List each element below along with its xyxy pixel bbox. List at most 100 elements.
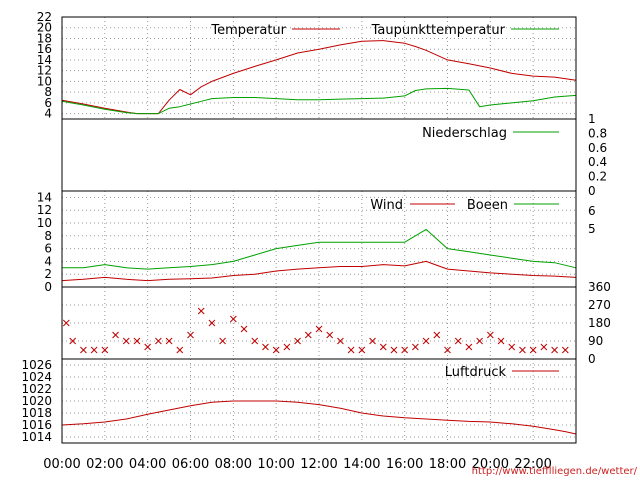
precipitation-tick-1: 1: [588, 112, 596, 126]
direction-point-stroke: [390, 346, 398, 354]
direction-point: [176, 346, 184, 354]
direction-point-stroke: [197, 307, 205, 315]
legend-temperatur-label: Temperatur: [210, 23, 286, 38]
direction-point: [219, 337, 226, 345]
direction-point: [165, 337, 173, 345]
x-tick-06-00: 06:00: [172, 457, 209, 472]
direction-point: [101, 346, 109, 354]
direction-tick-0: 0: [588, 352, 596, 366]
direction-point-stroke: [122, 337, 130, 345]
direction-point: [144, 343, 152, 351]
direction-point: [486, 331, 494, 339]
direction-point-stroke: [294, 337, 301, 345]
direction-point: [422, 337, 430, 345]
direction-point-stroke: [112, 331, 119, 339]
direction-point-stroke: [358, 346, 366, 354]
direction-point-stroke: [229, 315, 237, 323]
direction-point-stroke: [272, 346, 280, 354]
direction-point: [272, 346, 280, 354]
direction-point-stroke: [326, 331, 334, 339]
temperature-tick-16: 16: [37, 42, 52, 56]
legend-luftdruck-label: Luftdruck: [445, 365, 507, 380]
direction-point: [369, 337, 376, 345]
direction-point: [90, 346, 98, 354]
direction-point-stroke: [508, 343, 516, 351]
wind-direction-right-ticks: 360 270 180 90 0: [588, 280, 611, 366]
direction-point: [294, 337, 301, 345]
direction-point-stroke: [240, 325, 248, 333]
direction-point-stroke: [176, 346, 184, 354]
pressure-tick-1020: 1020: [21, 394, 52, 408]
time-x-ticks: 00:00 02:00 04:00 06:00 08:00 10:00 12:00 14:00…: [43, 457, 552, 472]
temperature-tick-18: 18: [37, 31, 52, 45]
x-tick-04-00: 04:00: [129, 457, 166, 472]
precipitation-tick-0-4: 0.4: [588, 155, 607, 169]
x-tick-02-00: 02:00: [86, 457, 123, 472]
direction-point: [347, 346, 355, 354]
x-tick-10-00: 10:00: [257, 457, 294, 472]
direction-point: [326, 331, 334, 339]
direction-point-stroke: [347, 346, 355, 354]
direction-point: [62, 319, 70, 327]
direction-point: [529, 346, 537, 354]
direction-point: [379, 343, 387, 351]
direction-point: [283, 343, 291, 351]
direction-point: [551, 346, 558, 354]
direction-point-stroke: [69, 337, 77, 345]
direction-point-stroke: [401, 346, 409, 354]
direction-point: [358, 346, 366, 354]
precipitation-tick-0: 0: [588, 184, 596, 198]
wind-tick-4: 4: [44, 254, 52, 268]
direction-point: [561, 346, 569, 354]
direction-point-stroke: [315, 325, 323, 333]
direction-point: [133, 337, 141, 345]
direction-point-stroke: [529, 346, 537, 354]
precipitation-tick-0-6: 0.6: [588, 141, 607, 155]
pressure-line-Luftdruck: [61, 400, 577, 435]
wind-tick-12: 12: [37, 203, 52, 217]
temperature-tick-8: 8: [44, 85, 52, 99]
direction-point: [401, 346, 409, 354]
precipitation-right-ticks: 10.80.60.40.20: [588, 112, 607, 198]
direction-point: [465, 343, 473, 351]
direction-point: [251, 337, 259, 345]
direction-point-stroke: [90, 346, 98, 354]
pressure-panel-frame: [61, 358, 577, 444]
direction-point-stroke: [62, 319, 70, 327]
pressure-series: [61, 400, 577, 435]
direction-point-stroke: [144, 343, 152, 351]
direction-point: [540, 343, 548, 351]
direction-point-stroke: [486, 331, 494, 339]
x-tick-16-00: 16:00: [386, 457, 423, 472]
wind-tick-10: 10: [37, 216, 52, 230]
temperature-tick-20: 20: [37, 21, 52, 35]
pressure-tick-1016: 1016: [21, 418, 52, 432]
wind-grid: [62, 191, 576, 288]
wind-tick-0: 0: [44, 280, 52, 294]
direction-point-stroke: [251, 337, 259, 345]
wind-tick-14: 14: [37, 190, 52, 204]
direction-point: [112, 331, 119, 339]
credit-link[interactable]: http://www.tiefflliegen.de/wetter/: [472, 466, 638, 477]
wind-tick-2: 2: [44, 267, 52, 281]
direction-point-stroke: [155, 337, 162, 345]
pressure-tick-1026: 1026: [21, 358, 52, 372]
legend-niederschlag-label: Niederschlag: [422, 126, 507, 141]
direction-point-stroke: [444, 346, 451, 354]
direction-point: [155, 337, 162, 345]
direction-point: [187, 331, 194, 339]
direction-point-stroke: [412, 343, 419, 351]
direction-point: [69, 337, 77, 345]
wind-tick-6: 6: [44, 242, 52, 256]
direction-point-stroke: [422, 337, 430, 345]
direction-point: [497, 337, 505, 345]
pressure-tick-1018: 1018: [21, 406, 52, 420]
direction-point: [444, 346, 451, 354]
direction-point: [433, 331, 441, 339]
pressure-grid: [62, 359, 576, 443]
